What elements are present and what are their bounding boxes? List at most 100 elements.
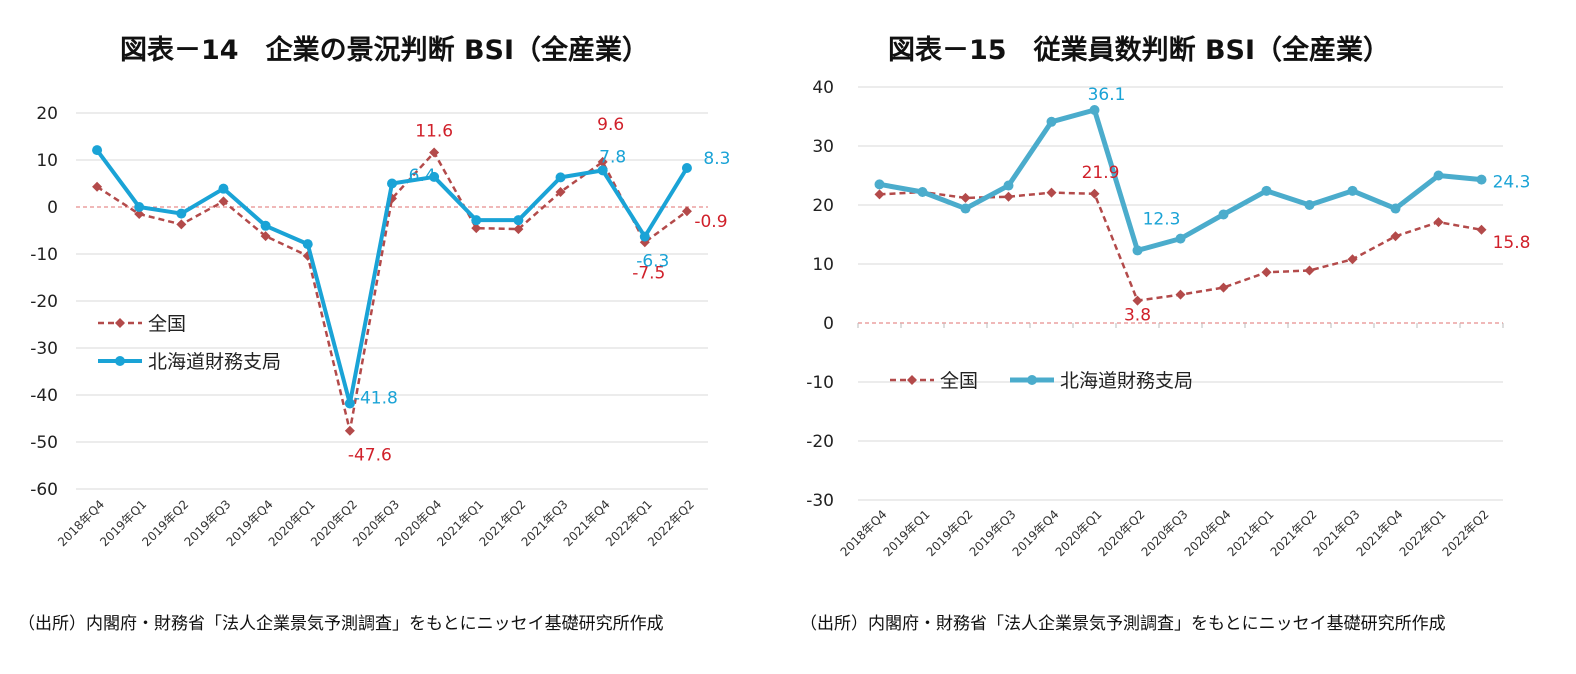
c0-series-hokkaido-point: [92, 145, 103, 156]
c0-series-hokkaido-point: [218, 183, 229, 194]
c1-series-national-point: [1261, 267, 1272, 278]
c0-y-tick-label: 20: [36, 104, 58, 124]
c0-data-label: -41.8: [354, 388, 398, 408]
c0-series-hokkaido-point: [134, 202, 145, 212]
c0-y-tick-label: -60: [30, 480, 58, 500]
c0-series-hokkaido-point: [597, 165, 608, 176]
c1-series-hokkaido-point: [1261, 185, 1272, 196]
c0-series-hokkaido-point: [513, 215, 524, 226]
c1-series-hokkaido-point: [1304, 200, 1315, 210]
c0-data-label: -0.9: [694, 212, 727, 232]
c1-series-hokkaido-point: [1476, 174, 1487, 185]
c0-y-tick-label: -40: [30, 386, 58, 406]
c1-series-national-point: [1046, 187, 1057, 198]
c1-y-tick-label: 20: [812, 196, 834, 216]
c1-data-label: 3.8: [1124, 306, 1151, 326]
c1-legend-label: 北海道財務支局: [1060, 370, 1193, 392]
c0-series-hokkaido-point: [681, 162, 692, 173]
c0-series-hokkaido-point: [555, 172, 566, 183]
c1-data-label: 24.3: [1493, 173, 1531, 193]
c1-series-national-point: [1175, 289, 1186, 300]
c0-series-national-point: [471, 223, 482, 234]
source-note-right: （出所）内閣府・財務省「法人企業景気予測調査」をもとにニッセイ基礎研究所作成: [800, 614, 1446, 634]
c1-legend-label: 全国: [940, 370, 978, 392]
c0-series-hokkaido-point: [260, 220, 271, 231]
c1-series-hokkaido-point: [1347, 185, 1358, 196]
c1-y-tick-label: -30: [806, 491, 834, 511]
c0-series-hokkaido-point: [471, 215, 482, 226]
c1-series-national-point: [1347, 254, 1358, 265]
c1-series-national-point: [1003, 191, 1014, 202]
c1-series-hokkaido-point: [1089, 105, 1100, 116]
c0-y-tick-label: 0: [47, 198, 58, 218]
c1-data-label: 15.8: [1493, 233, 1531, 253]
c0-data-label: 7.8: [599, 147, 626, 167]
c0-data-label: 11.6: [415, 121, 453, 141]
c0-series-national-point: [681, 206, 692, 217]
c1-series-hokkaido-point: [1218, 209, 1229, 220]
c0-series-hokkaido-point: [302, 239, 313, 250]
c1-legend-national-marker: [907, 375, 917, 385]
c0-legend-label: 全国: [148, 313, 186, 335]
c1-series-hokkaido-point: [960, 203, 971, 214]
c0-data-label: 9.6: [597, 115, 624, 135]
c1-series-hokkaido-point: [917, 187, 928, 198]
c0-legend-label: 北海道財務支局: [148, 351, 281, 373]
c0-y-tick-label: -30: [30, 339, 58, 359]
c1-series-national-point: [1390, 231, 1401, 242]
c1-series-national-point: [1132, 295, 1143, 306]
c0-series-national-point: [429, 147, 440, 158]
c0-y-tick-label: -50: [30, 433, 58, 453]
c1-y-tick-label: -10: [806, 373, 834, 393]
c0-series-hokkaido-point: [429, 171, 440, 182]
c0-series-national-point: [260, 231, 271, 242]
c0-legend-national-marker: [115, 318, 125, 328]
c1-y-tick-label: 10: [812, 255, 834, 275]
c0-y-tick-label: -20: [30, 292, 58, 312]
c1-series-national-point: [1433, 217, 1444, 228]
source-note-left: （出所）内閣府・財務省「法人企業景気予測調査」をもとにニッセイ基礎研究所作成: [18, 614, 664, 634]
c1-x-tick-label: 2022年Q2: [1440, 507, 1492, 559]
c0-series-national-point: [176, 219, 187, 230]
c0-legend-hokkaido-marker: [115, 356, 125, 366]
c1-series-hokkaido-line: [879, 107, 1482, 253]
c1-series-hokkaido-point: [1046, 116, 1057, 127]
c1-series-national-point: [1089, 188, 1100, 199]
c0-series-national-point: [513, 224, 524, 235]
c1-series-hokkaido-point: [1132, 245, 1143, 256]
c0-data-label: 8.3: [703, 149, 730, 169]
c0-data-label: 6.4: [409, 166, 436, 186]
c0-series-national-point: [344, 425, 355, 436]
c1-series-hokkaido-point: [874, 179, 885, 190]
c0-series-national-point: [92, 181, 103, 192]
c0-series-national-point: [134, 209, 145, 220]
c0-series-hokkaido-point: [344, 398, 355, 409]
c0-series-hokkaido-point: [639, 231, 650, 242]
c1-series-national-point: [1476, 224, 1487, 235]
c0-data-label: -6.3: [636, 252, 669, 272]
c0-data-label: -7.5: [632, 263, 665, 283]
c1-series-national-point: [1218, 282, 1229, 293]
c1-series-hokkaido-point: [1433, 170, 1444, 181]
c0-series-national-point: [218, 196, 229, 207]
c1-series-hokkaido-point: [1175, 233, 1186, 244]
c0-data-label: -47.6: [348, 446, 392, 466]
c1-series-national-point: [1304, 265, 1315, 276]
c1-series-national-point: [874, 189, 885, 200]
chart-title-left: 図表－14 企業の景況判断 BSI（全産業）: [120, 35, 650, 66]
c1-data-label: 12.3: [1143, 209, 1181, 229]
c1-y-tick-label: 40: [812, 78, 834, 98]
chart-title-right: 図表－15 従業員数判断 BSI（全産業）: [888, 35, 1391, 66]
c0-y-tick-label: -10: [30, 245, 58, 265]
c0-y-tick-label: 10: [36, 151, 58, 171]
c0-series-hokkaido-point: [387, 178, 397, 189]
c1-data-label: 21.9: [1082, 163, 1120, 183]
c1-data-label: 36.1: [1088, 85, 1126, 105]
c1-series-hokkaido-point: [1003, 180, 1014, 191]
c1-y-tick-label: 0: [823, 314, 834, 334]
c1-y-tick-label: -20: [806, 432, 834, 452]
c1-series-hokkaido-point: [1390, 203, 1401, 214]
c1-series-national-point: [960, 192, 971, 203]
c0-series-national-point: [555, 186, 566, 197]
